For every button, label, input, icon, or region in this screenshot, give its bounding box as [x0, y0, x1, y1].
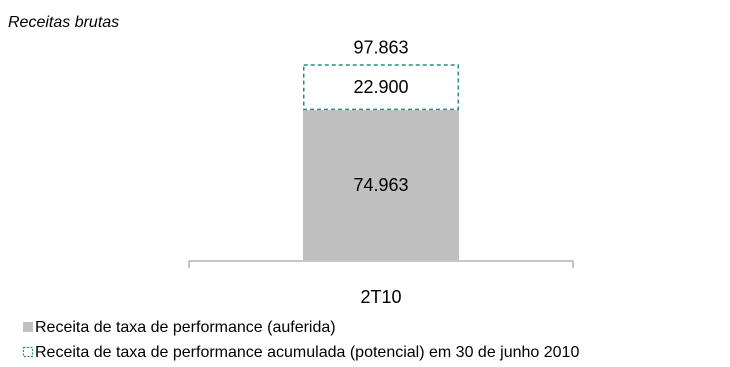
- legend-swatch-auferida: [23, 322, 33, 332]
- legend-swatch-potencial: [22, 346, 34, 358]
- labels-group: 74.963 22.900 97.863: [353, 37, 408, 195]
- legend: Receita de taxa de performance (auferida…: [22, 319, 579, 361]
- x-tick-labels: 2T10: [360, 287, 401, 307]
- bar-total-label: 97.863: [353, 37, 408, 57]
- bar-segment-auferida-2T10: [303, 110, 459, 260]
- x-tick-label: 2T10: [360, 287, 401, 307]
- bars-group: [303, 64, 459, 260]
- bar-value-label-potencial: 22.900: [353, 77, 408, 97]
- bar-value-label-auferida: 74.963: [353, 175, 408, 195]
- legend-label-auferida: Receita de taxa de performance (auferida…: [35, 319, 336, 336]
- legend-label-potencial: Receita de taxa de performance acumulada…: [35, 344, 579, 361]
- chart-title: Receitas brutas: [8, 14, 119, 31]
- bar-segment-potencial-2T10: [303, 64, 459, 111]
